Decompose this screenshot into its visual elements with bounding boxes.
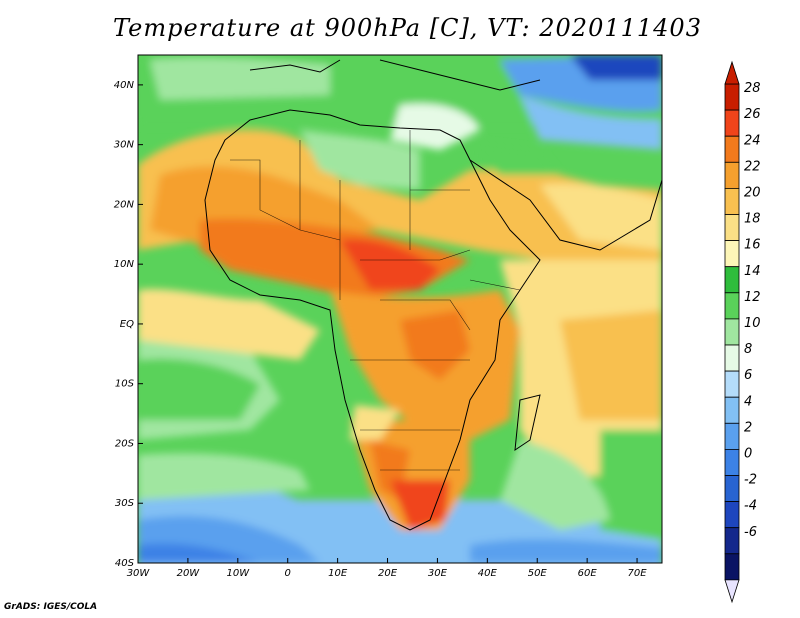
- y-tick-label: 10S: [115, 379, 135, 390]
- y-tick-label: 30N: [114, 140, 135, 151]
- y-axis: 40N 30N 20N 10N EQ 10S 20S 30S 40S: [114, 80, 143, 569]
- colorbar-swatch: [724, 292, 740, 320]
- y-tick-label: 20S: [115, 438, 135, 449]
- y-tick-label: 20N: [114, 199, 135, 210]
- colorbar-label: 12: [744, 290, 761, 305]
- x-tick-label: 70E: [628, 568, 648, 579]
- x-tick-label: 60E: [578, 568, 598, 579]
- colorbar-bottom-triangle: [724, 579, 740, 604]
- country-borders: [230, 130, 521, 471]
- colorbar-label: 8: [744, 342, 752, 357]
- colorbar-swatch: [724, 83, 740, 111]
- colorbar-swatch: [724, 187, 740, 215]
- colorbar-swatch: [724, 501, 740, 529]
- y-tick-label: 40S: [115, 558, 135, 569]
- map-frame: [137, 54, 663, 564]
- colorbar-label: 14: [744, 264, 761, 279]
- y-tick-label: EQ: [120, 319, 134, 330]
- colorbar-swatch: [724, 553, 740, 581]
- colorbar-swatch: [724, 370, 740, 398]
- footer-credit: GrADS: IGES/COLA: [4, 602, 98, 612]
- x-axis: 30W 20W 10W 0 10E 20E 30E 40E 50E 60E 70E: [127, 558, 648, 579]
- colorbar-swatch: [724, 475, 740, 503]
- colorbar-swatch: [724, 422, 740, 450]
- colorbar-swatch: [724, 344, 740, 372]
- colorbar-label: 16: [744, 238, 761, 253]
- x-tick-label: 10W: [226, 568, 250, 579]
- colorbar-label: 26: [744, 107, 761, 122]
- x-tick-label: 20E: [378, 568, 398, 579]
- colorbar-label: 18: [744, 212, 761, 227]
- colorbar-swatch: [724, 396, 740, 424]
- colorbar-label: 2: [744, 420, 752, 435]
- colorbar-label: -6: [744, 525, 757, 540]
- x-tick-label: 10E: [328, 568, 348, 579]
- colorbar-swatch: [724, 161, 740, 189]
- colorbar-label: 6: [744, 368, 752, 383]
- temperature-field: [138, 55, 662, 563]
- colorbar-swatch: [724, 109, 740, 137]
- colorbar-swatch: [724, 240, 740, 268]
- x-tick-label: 0: [285, 568, 291, 579]
- y-tick-label: 10N: [114, 259, 135, 270]
- colorbar-swatch: [724, 135, 740, 163]
- y-tick-label: 30S: [115, 498, 135, 509]
- colorbar-swatch: [724, 448, 740, 476]
- colorbar-label: 22: [744, 159, 761, 174]
- map-title: Temperature at 900hPa [C], VT: 202011140…: [113, 14, 702, 42]
- colorbar-label: 28: [744, 81, 761, 96]
- colorbar-swatch: [724, 266, 740, 294]
- colorbar-top-triangle: [724, 60, 740, 85]
- colorbar-label: 24: [744, 133, 761, 148]
- x-tick-label: 20W: [177, 568, 201, 579]
- colorbar-swatch: [724, 527, 740, 555]
- colorbar-label: 20: [744, 186, 761, 201]
- coastlines: [204, 59, 662, 531]
- x-tick-label: 30W: [127, 568, 151, 579]
- colorbar-swatch: [724, 214, 740, 242]
- x-tick-label: 30E: [428, 568, 448, 579]
- x-tick-label: 40E: [478, 568, 498, 579]
- colorbar-label: 0: [744, 447, 752, 462]
- colorbar-label: 4: [744, 394, 752, 409]
- colorbar-swatch: [724, 318, 740, 346]
- y-tick-label: 40N: [114, 80, 135, 91]
- colorbar-label: -4: [744, 499, 757, 514]
- colorbar-label: -2: [744, 473, 757, 488]
- x-tick-label: 50E: [528, 568, 548, 579]
- colorbar-label: 10: [744, 316, 761, 331]
